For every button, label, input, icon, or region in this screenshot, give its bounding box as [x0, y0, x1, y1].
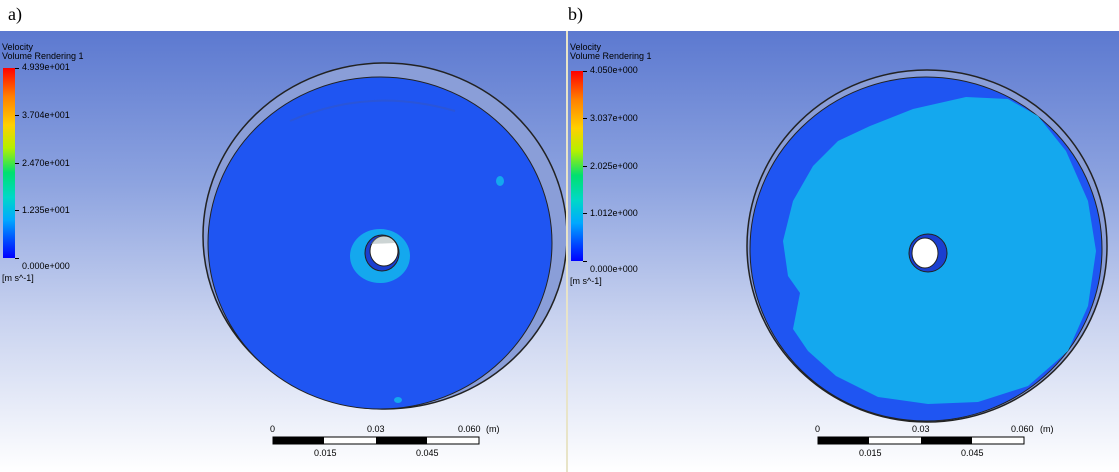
legend-unit: [m s^-1]	[570, 276, 602, 286]
legend-tick	[15, 68, 19, 69]
scale-label-top: 0	[815, 424, 821, 434]
viewport: Velocity Volume Rendering 1 4.939e+001 3…	[0, 31, 566, 472]
legend-tick	[15, 258, 19, 259]
rotor-disc	[746, 69, 1108, 423]
color-legend-bar	[3, 68, 15, 258]
panel-label: a)	[8, 4, 22, 24]
legend-tick	[15, 210, 19, 211]
legend-subtitle: Volume Rendering 1	[2, 51, 84, 61]
scale-unit: (m)	[486, 424, 500, 434]
panel-divider	[566, 31, 568, 472]
viewport: Velocity Volume Rendering 1 4.050e+000 3…	[568, 31, 1119, 472]
scale-label-top: 0	[270, 424, 276, 434]
legend-tick	[15, 115, 19, 116]
legend-tick	[583, 118, 587, 119]
legend-tick-label: 0.000e+000	[22, 261, 70, 271]
legend-subtitle: Volume Rendering 1	[570, 51, 652, 61]
scale-label-top: 0.060	[1011, 424, 1034, 434]
scale-bar	[817, 436, 1025, 445]
legend-tick	[15, 163, 19, 164]
legend-tick-label: 1.235e+001	[22, 205, 70, 215]
panel-b: b) Velocity Volume Rendering 1 4.050e+00…	[568, 0, 1119, 472]
panel-label: b)	[568, 4, 583, 24]
scale-label-bottom: 0.045	[416, 448, 439, 458]
panel-a: a) Velocity Volume Rendering 1 4.939e+00…	[0, 4, 566, 472]
scale-label-top: 0.03	[367, 424, 385, 434]
legend-tick-label: 0.000e+000	[590, 264, 638, 274]
legend-quantity: Velocity	[2, 42, 34, 52]
scale-bar	[272, 436, 480, 445]
legend-tick-label: 3.037e+000	[590, 113, 638, 123]
legend-tick	[583, 213, 587, 214]
legend-tick-label: 1.012e+000	[590, 208, 638, 218]
legend-tick-label: 2.470e+001	[22, 158, 70, 168]
legend-tick-label: 4.050e+000	[590, 65, 638, 75]
legend-tick-label: 2.025e+000	[590, 161, 638, 171]
scale-label-top: 0.03	[912, 424, 930, 434]
rotor-disc	[202, 62, 566, 410]
scale-label-bottom: 0.045	[961, 448, 984, 458]
color-legend-bar	[571, 71, 583, 261]
legend-title: Velocity Volume Rendering 1	[570, 43, 652, 61]
legend-tick-label: 3.704e+001	[22, 110, 70, 120]
legend-tick	[583, 166, 587, 167]
scale-unit: (m)	[1040, 424, 1054, 434]
scale-label-bottom: 0.015	[859, 448, 882, 458]
legend-tick-label: 4.939e+001	[22, 62, 70, 72]
legend-tick	[583, 261, 587, 262]
scale-label-top: 0.060	[458, 424, 481, 434]
scale-label-bottom: 0.015	[314, 448, 337, 458]
legend-quantity: Velocity	[570, 42, 602, 52]
legend-tick	[583, 71, 587, 72]
legend-title: Velocity Volume Rendering 1	[2, 43, 84, 61]
legend-unit: [m s^-1]	[2, 273, 34, 283]
